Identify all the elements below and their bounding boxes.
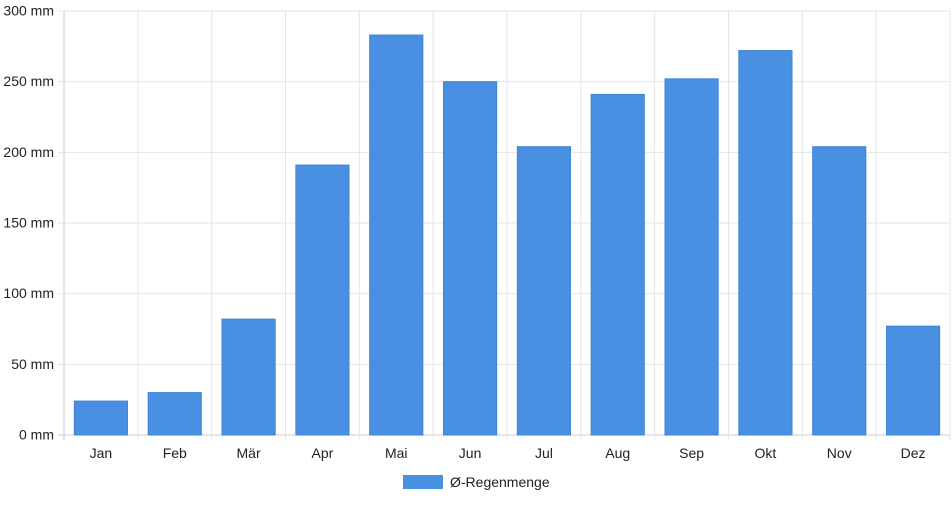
x-tick-label: Nov	[827, 445, 852, 461]
bar	[73, 400, 128, 436]
x-tick-label: Aug	[605, 445, 630, 461]
y-tick-label: 150 mm	[3, 215, 54, 231]
y-tick-label: 300 mm	[3, 3, 54, 19]
bar	[664, 78, 719, 436]
bar	[369, 34, 424, 436]
legend-swatch	[403, 475, 443, 489]
bar-series	[73, 34, 941, 436]
x-tick-label: Dez	[901, 445, 926, 461]
bar	[886, 325, 941, 436]
bar	[738, 50, 793, 436]
x-tick-label: Mai	[385, 445, 408, 461]
x-tick-label: Mär	[237, 445, 261, 461]
y-tick-label: 100 mm	[3, 285, 54, 301]
x-tick-label: Apr	[312, 445, 334, 461]
x-tick-label: Sep	[679, 445, 704, 461]
bar	[147, 392, 202, 436]
bar	[516, 146, 571, 436]
x-tick-label: Jan	[90, 445, 113, 461]
legend-label: Ø-Regenmenge	[450, 474, 550, 490]
grid-lines	[58, 10, 951, 441]
y-tick-label: 0 mm	[19, 427, 54, 443]
bar	[443, 81, 498, 436]
bar	[221, 318, 276, 436]
x-tick-label: Jun	[459, 445, 482, 461]
x-tick-label: Feb	[163, 445, 187, 461]
y-tick-label: 250 mm	[3, 73, 54, 89]
bar	[812, 146, 867, 436]
y-tick-label: 50 mm	[11, 356, 54, 372]
x-tick-label: Okt	[755, 445, 777, 461]
y-tick-label: 200 mm	[3, 144, 54, 160]
bar	[295, 164, 350, 436]
legend: Ø-Regenmenge	[403, 474, 550, 490]
x-tick-label: Jul	[535, 445, 553, 461]
bar	[590, 93, 645, 436]
